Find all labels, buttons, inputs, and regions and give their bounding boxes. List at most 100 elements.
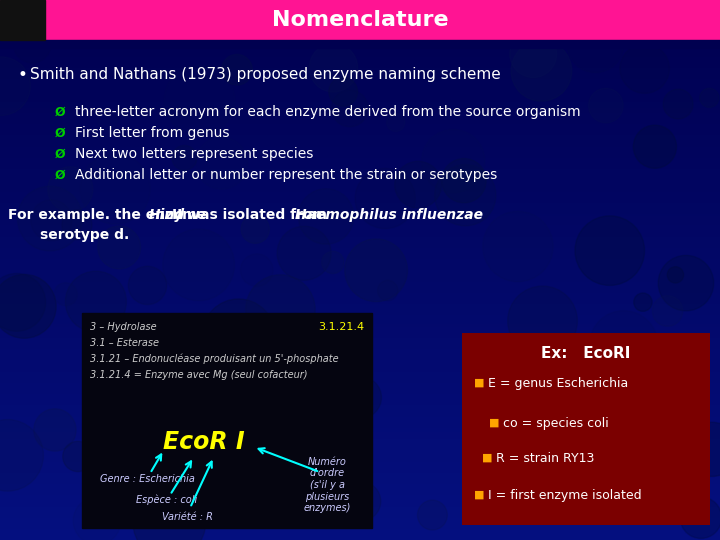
Bar xyxy=(0,39,720,40)
Bar xyxy=(0,104,720,105)
Bar xyxy=(0,249,720,250)
Bar xyxy=(0,152,720,153)
Bar xyxy=(0,526,720,527)
Bar xyxy=(0,400,720,401)
Bar xyxy=(0,378,720,379)
Circle shape xyxy=(243,461,278,496)
Bar xyxy=(0,485,720,486)
Bar xyxy=(0,127,720,128)
Bar xyxy=(0,300,720,301)
Circle shape xyxy=(505,450,531,476)
Bar xyxy=(0,258,720,259)
Bar xyxy=(0,490,720,491)
Bar xyxy=(0,533,720,534)
Circle shape xyxy=(377,280,398,301)
Bar xyxy=(0,115,720,116)
Bar xyxy=(0,13,720,14)
Bar xyxy=(0,488,720,489)
Bar xyxy=(0,10,720,11)
Circle shape xyxy=(133,486,206,540)
Bar xyxy=(0,335,720,336)
Circle shape xyxy=(202,299,275,372)
Circle shape xyxy=(0,273,45,331)
Bar xyxy=(0,421,720,422)
Bar xyxy=(0,109,720,110)
Bar xyxy=(0,528,720,529)
Bar xyxy=(0,383,720,384)
Bar xyxy=(0,468,720,469)
Bar xyxy=(0,508,720,509)
Bar xyxy=(0,65,720,66)
Bar xyxy=(0,530,720,531)
Bar xyxy=(0,25,720,26)
Bar xyxy=(0,30,720,31)
Bar xyxy=(0,267,720,268)
Bar xyxy=(0,484,720,485)
Bar xyxy=(0,207,720,208)
Bar xyxy=(0,144,720,145)
Bar xyxy=(0,79,720,80)
Bar xyxy=(0,394,720,395)
Bar xyxy=(0,173,720,174)
Text: II was isolated from: II was isolated from xyxy=(172,208,332,222)
Bar xyxy=(0,48,720,49)
Circle shape xyxy=(680,497,720,538)
Bar xyxy=(0,290,720,291)
Bar xyxy=(0,112,720,113)
Bar xyxy=(0,224,720,225)
Bar xyxy=(0,219,720,220)
Circle shape xyxy=(469,422,508,461)
Bar xyxy=(0,70,720,71)
Bar xyxy=(0,154,720,155)
Bar xyxy=(0,92,720,93)
Bar xyxy=(0,186,720,187)
Bar xyxy=(0,291,720,292)
Bar xyxy=(0,306,720,307)
Bar xyxy=(0,375,720,376)
Bar xyxy=(0,18,720,19)
Circle shape xyxy=(575,216,644,286)
Bar xyxy=(0,149,720,150)
Bar xyxy=(0,138,720,139)
Bar xyxy=(0,470,720,471)
Bar xyxy=(0,212,720,213)
Circle shape xyxy=(31,200,72,241)
Bar xyxy=(0,338,720,339)
Bar xyxy=(0,253,720,254)
Bar xyxy=(0,492,720,493)
Bar xyxy=(0,509,720,510)
Bar xyxy=(0,176,720,177)
Bar xyxy=(0,464,720,465)
Circle shape xyxy=(340,377,382,418)
Bar xyxy=(0,355,720,356)
Bar xyxy=(0,193,720,194)
Bar xyxy=(0,324,720,325)
Text: E = genus Escherichia: E = genus Escherichia xyxy=(488,376,629,389)
Bar xyxy=(0,308,720,309)
Bar xyxy=(0,218,720,219)
Circle shape xyxy=(0,57,30,116)
Text: ■: ■ xyxy=(474,378,485,388)
Bar xyxy=(0,370,720,371)
Bar xyxy=(0,0,45,40)
Bar xyxy=(0,226,720,227)
Circle shape xyxy=(345,239,408,302)
Bar xyxy=(0,327,720,328)
Bar xyxy=(0,269,720,270)
Bar xyxy=(0,203,720,204)
Bar xyxy=(0,277,720,278)
Bar xyxy=(0,256,720,257)
Bar xyxy=(0,502,720,503)
Bar xyxy=(0,475,720,476)
Bar xyxy=(0,401,720,402)
Bar xyxy=(0,446,720,447)
Bar xyxy=(0,411,720,412)
Bar xyxy=(0,337,720,338)
Bar xyxy=(0,183,720,184)
Bar xyxy=(0,439,720,440)
Bar xyxy=(0,313,720,314)
Bar xyxy=(0,209,720,210)
Circle shape xyxy=(342,482,381,521)
Bar xyxy=(0,85,720,86)
Circle shape xyxy=(493,420,555,482)
